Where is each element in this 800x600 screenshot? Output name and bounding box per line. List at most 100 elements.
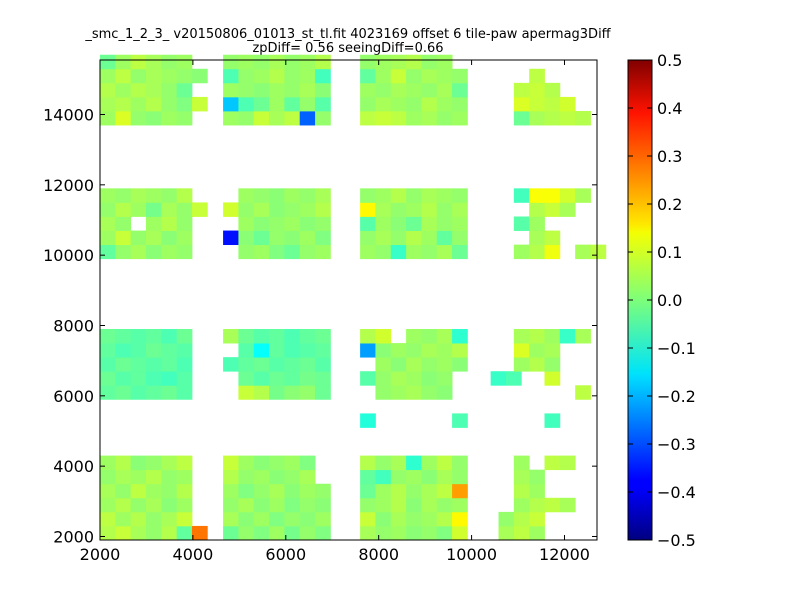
heatmap-cell (452, 511, 468, 527)
heatmap-cell (115, 202, 132, 217)
heatmap-cell (315, 343, 331, 358)
heatmap-cell (299, 244, 316, 260)
heatmap-cell (375, 497, 392, 513)
colorbar-tick-label: −0.1 (657, 339, 696, 358)
heatmap-cell (299, 96, 316, 112)
heatmap-cell (176, 329, 193, 344)
heatmap-cell (390, 343, 407, 358)
heatmap-cell (223, 54, 239, 70)
heatmap-cell (100, 371, 116, 386)
heatmap-cell (299, 385, 316, 400)
heatmap-cell (544, 244, 561, 260)
heatmap-cell (490, 371, 507, 386)
heatmap-cell (284, 68, 301, 84)
heatmap-cell (421, 230, 438, 246)
heatmap-cell (284, 96, 301, 112)
heatmap-cell (360, 469, 376, 485)
heatmap-cell (544, 497, 561, 513)
heatmap-cell (436, 371, 453, 386)
heatmap-cell (544, 343, 561, 358)
heatmap-cell (161, 483, 178, 499)
heatmap-cell (421, 497, 438, 513)
heatmap-cell (406, 483, 422, 499)
colorbar-tick-label: −0.4 (657, 483, 696, 502)
heatmap-cell (575, 329, 591, 344)
heatmap-cell (421, 511, 438, 527)
heatmap-cell (375, 357, 392, 372)
heatmap-cell (191, 202, 208, 217)
heatmap-cell (575, 188, 591, 203)
heatmap-cell (145, 385, 162, 400)
heatmap-cell (529, 82, 545, 98)
heatmap-cell (390, 525, 407, 541)
heatmap-cell (130, 202, 147, 217)
heatmap-cell (299, 82, 316, 98)
heatmap-cell (390, 483, 407, 499)
heatmap-cell (390, 68, 407, 84)
heatmap-cell (299, 54, 316, 70)
heatmap-cell (115, 483, 132, 499)
heatmap-cell (115, 357, 132, 372)
heatmap-cell (100, 54, 116, 70)
heatmap-cell (299, 68, 316, 84)
heatmap-cell (406, 497, 422, 513)
heatmap-cell (436, 82, 453, 98)
heatmap-cell (299, 357, 316, 372)
heatmap-cell (145, 230, 162, 246)
heatmap-cell (176, 96, 193, 112)
heatmap-cell (390, 469, 407, 485)
heatmap-cell (375, 244, 392, 260)
heatmap-cell (559, 188, 576, 203)
heatmap-cell (513, 329, 530, 344)
heatmap-cell (498, 525, 515, 541)
heatmap-cell (238, 497, 255, 513)
heatmap-cell (360, 413, 376, 428)
heatmap-cell (269, 469, 285, 485)
heatmap-cell (375, 455, 392, 471)
heatmap-cell (253, 110, 270, 126)
heatmap-cell (452, 230, 468, 246)
heatmap-cell (315, 110, 331, 126)
heatmap-cell (544, 371, 561, 386)
heatmap-cell (513, 511, 530, 527)
colorbar-tick-label: −0.2 (657, 387, 696, 406)
x-tick-label: 10000 (446, 545, 497, 564)
heatmap-cell (406, 455, 422, 471)
heatmap-cell (360, 497, 376, 513)
heatmap-cell (299, 329, 316, 344)
heatmap-cell (452, 244, 468, 260)
heatmap-cell (284, 385, 301, 400)
heatmap-cell (315, 244, 331, 260)
heatmap-cell (513, 244, 530, 260)
heatmap-cell (299, 469, 316, 485)
heatmap-cell (176, 244, 193, 260)
heatmap-cell (253, 202, 270, 217)
heatmap-cell (406, 96, 422, 112)
heatmap-cell (130, 230, 147, 246)
heatmap-cell (513, 343, 530, 358)
heatmap-cell (100, 230, 116, 246)
heatmap-cell (421, 82, 438, 98)
heatmap-cell (161, 385, 178, 400)
heatmap-cell (161, 188, 178, 203)
heatmap-cell (284, 230, 301, 246)
heatmap-cell (315, 188, 331, 203)
heatmap-cell (223, 96, 239, 112)
heatmap-cell (559, 110, 576, 126)
heatmap-cell (513, 525, 530, 541)
heatmap-cell (284, 244, 301, 260)
heatmap-cell (284, 329, 301, 344)
heatmap-cell (253, 68, 270, 84)
heatmap-cell (161, 68, 178, 84)
heatmap-cell (436, 202, 453, 217)
heatmap-cell (161, 54, 178, 70)
heatmap-cell (559, 455, 576, 471)
heatmap-cell (452, 525, 468, 541)
heatmap-cell (100, 525, 116, 541)
heatmap-cell (390, 202, 407, 217)
heatmap-cell (513, 216, 530, 231)
heatmap-cell (253, 385, 270, 400)
heatmap-cell (284, 525, 301, 541)
heatmap-cell (115, 230, 132, 246)
heatmap-cell (161, 357, 178, 372)
